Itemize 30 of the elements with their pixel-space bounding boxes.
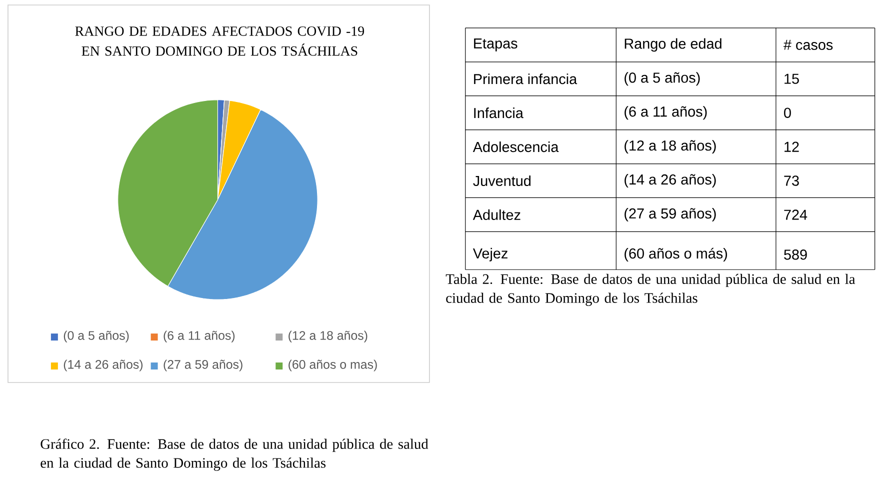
text: (60 años o más): [624, 248, 728, 262]
text: (6 a 11 años): [624, 106, 707, 120]
legend-label: (0 a 5 años): [64, 330, 129, 342]
text: 589: [784, 249, 807, 260]
text: Primera infancia: [474, 73, 578, 84]
legend-label: (27 a 59 años): [164, 360, 242, 372]
text: 15: [784, 74, 799, 84]
legend-label: (6 a 11 años): [164, 330, 235, 342]
text: Adultez: [472, 209, 520, 220]
text: Gráfico 2. Fuente: Base de datos de una unidad pública de salud en la ciudad de Santo Domingo de los Tsáchilas: [40, 438, 428, 471]
legend-label: (60 años o mas): [288, 360, 377, 372]
text: Etapas: [474, 38, 518, 52]
chart-title: RANGO DE EDADES AFECTADOS COVID -19 EN SANTO DOMINGO DE LOS TSÁCHILAS: [75, 26, 364, 56]
text: (14 a 26 años): [624, 174, 716, 188]
text: Rango de edad: [624, 38, 722, 52]
text: Juventud: [473, 175, 531, 186]
text: (12 a 18 años): [624, 140, 716, 154]
legend-label: (12 a 18 años): [288, 330, 368, 342]
text: 73: [784, 175, 799, 186]
text: Infancia: [474, 107, 524, 118]
text: Tabla 2. Fuente: Base de datos de una unidad pública de salud en la ciudad de Santo Domingo de los Tsáchilas: [446, 274, 856, 306]
text: Vejez: [472, 248, 508, 262]
text: Adolescencia: [472, 141, 559, 152]
legend-label: (14 a 26 años): [64, 360, 143, 372]
text: (0 a 5 años): [624, 72, 700, 86]
text: 724: [784, 209, 808, 220]
text: 0: [784, 108, 791, 118]
text: (27 a 59 años): [624, 208, 716, 222]
text: # casos: [784, 40, 833, 50]
text: 12: [784, 142, 799, 152]
